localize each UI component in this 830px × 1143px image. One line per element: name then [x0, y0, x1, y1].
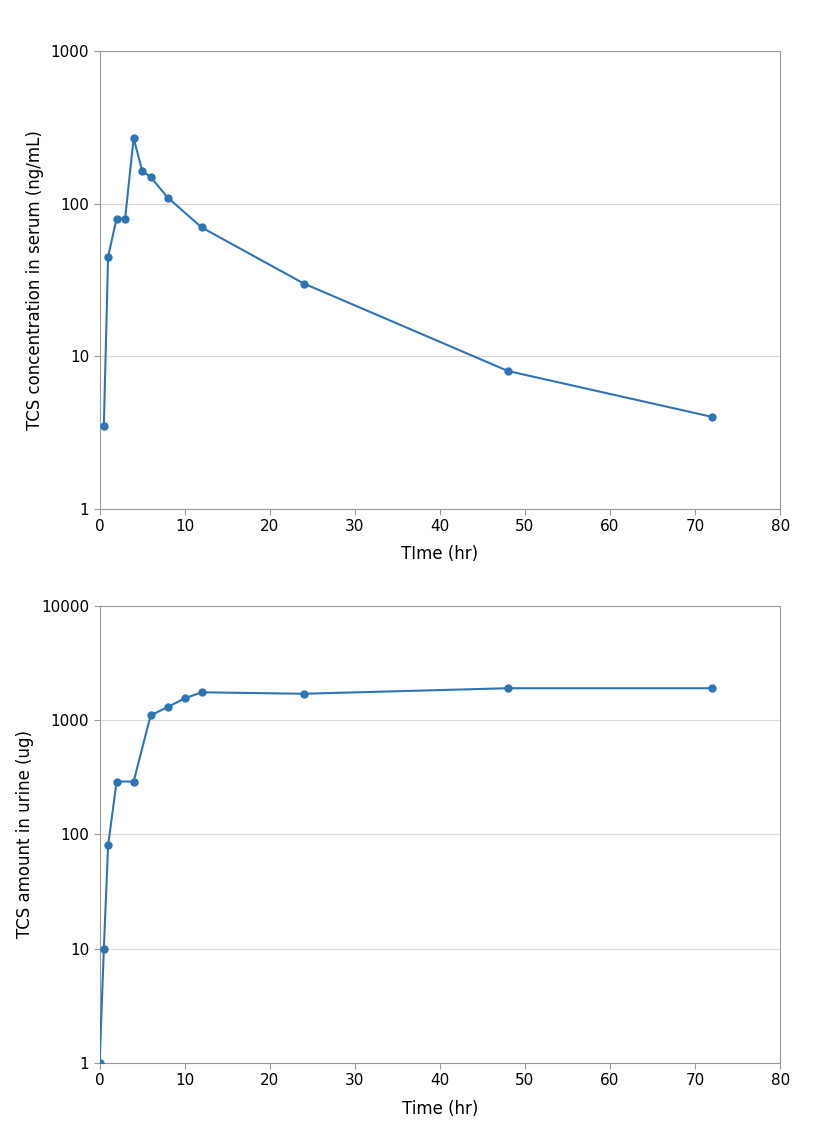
- X-axis label: TIme (hr): TIme (hr): [402, 545, 478, 563]
- Y-axis label: TCS concentration in serum (ng/mL): TCS concentration in serum (ng/mL): [26, 130, 44, 430]
- X-axis label: Time (hr): Time (hr): [402, 1100, 478, 1118]
- Y-axis label: TCS amount in urine (ug): TCS amount in urine (ug): [16, 730, 34, 938]
